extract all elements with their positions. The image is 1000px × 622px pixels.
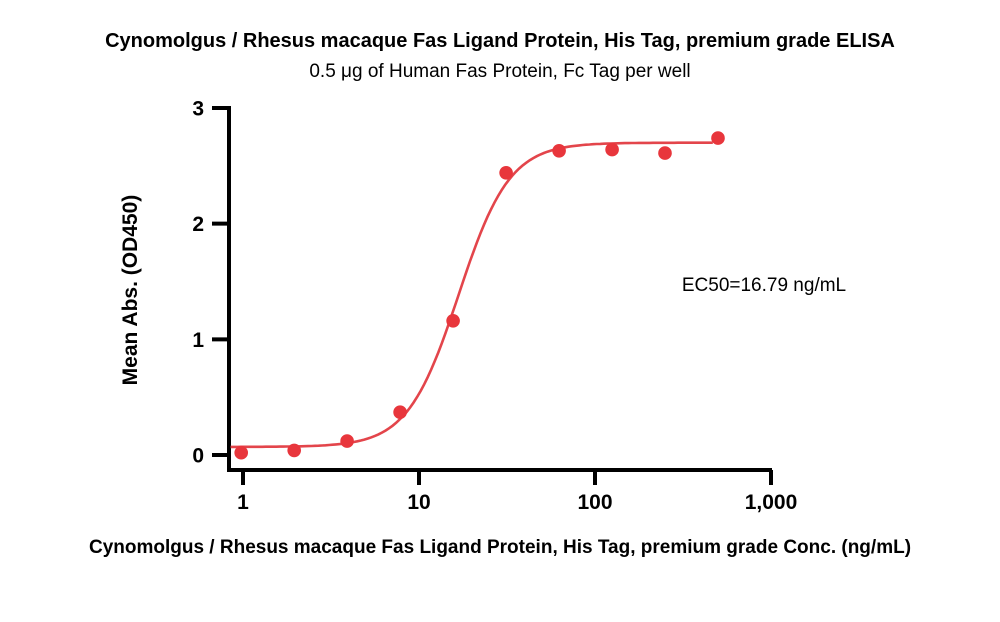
y-tick-label: 1 — [192, 329, 204, 352]
plot-area: 0 1 2 3 1 10 100 1,000 — [192, 97, 797, 514]
data-point — [552, 144, 566, 158]
data-point — [234, 445, 248, 460]
x-tick-label: 1 — [237, 491, 249, 514]
y-tick-label: 2 — [192, 213, 204, 236]
ec50-annotation: EC50=16.79 ng/mL — [682, 275, 846, 296]
data-point — [711, 131, 725, 145]
chart-title: Cynomolgus / Rhesus macaque Fas Ligand P… — [105, 30, 895, 52]
fit-curve — [230, 141, 713, 449]
data-point — [658, 146, 672, 160]
x-tick-label: 1,000 — [745, 491, 798, 514]
data-point — [287, 443, 302, 458]
data-point — [446, 314, 460, 328]
y-tick-label: 3 — [192, 97, 204, 120]
data-point — [393, 405, 407, 420]
x-tick-label: 100 — [577, 491, 612, 514]
data-point — [340, 434, 354, 448]
x-tick-label: 10 — [407, 491, 430, 514]
data-point — [499, 166, 513, 180]
data-point — [605, 142, 619, 157]
chart-subtitle: 0.5 μg of Human Fas Protein, Fc Tag per … — [309, 61, 691, 82]
x-axis-label: Cynomolgus / Rhesus macaque Fas Ligand P… — [88, 537, 912, 558]
y-axis-label: Mean Abs. (OD450) — [119, 195, 142, 386]
y-tick-label: 0 — [192, 445, 204, 468]
